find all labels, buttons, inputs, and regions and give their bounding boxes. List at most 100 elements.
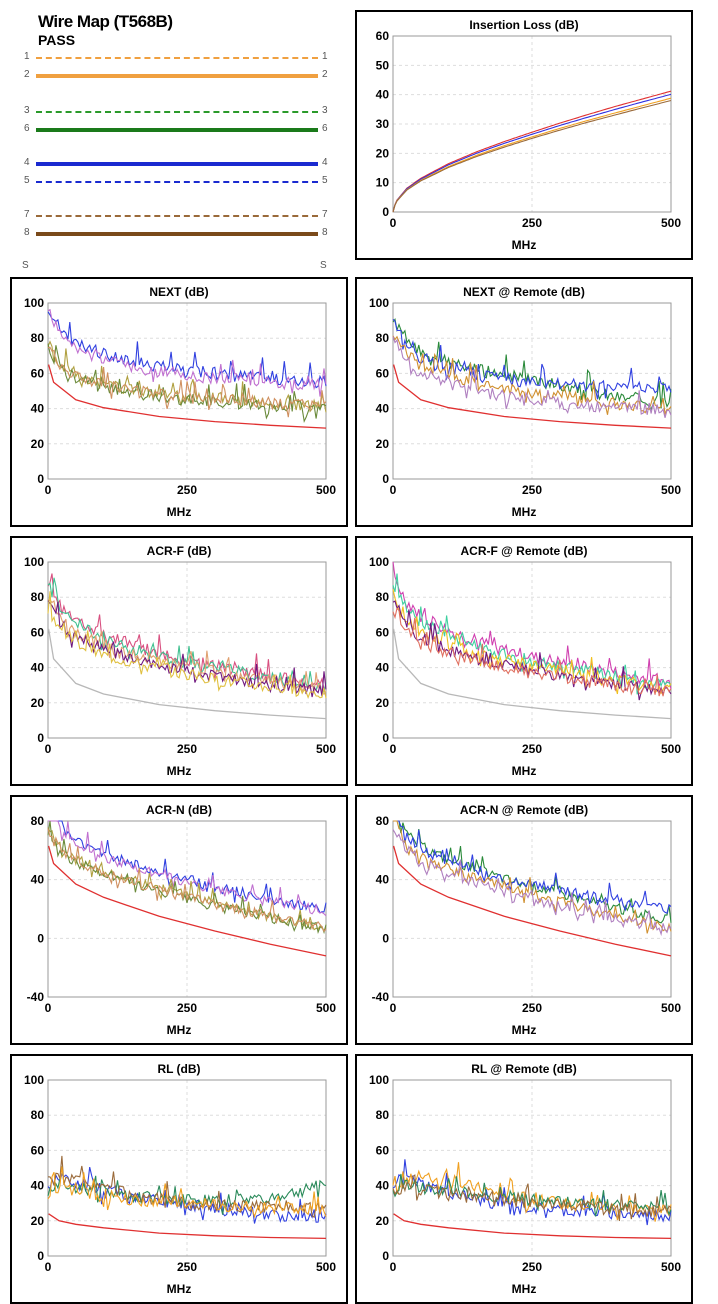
plot-area (47, 820, 327, 998)
chart-title: ACR-F @ Remote (dB) (460, 544, 588, 558)
series-line (47, 828, 327, 933)
chart-title: ACR-F (dB) (146, 544, 212, 558)
wire-pin-left: 8 (24, 227, 30, 238)
x-axis-label: MHz (166, 764, 192, 778)
series-line (392, 90, 672, 213)
y-tick-label: 100 (24, 555, 44, 569)
shield-label-left: S (22, 260, 29, 271)
y-tick-label: 0 (382, 472, 389, 486)
series-line (392, 336, 672, 418)
y-tick-label: 40 (31, 661, 45, 675)
wire-line (36, 181, 318, 183)
y-tick-label: 0 (37, 731, 44, 745)
y-tick-label: 20 (31, 1214, 45, 1228)
y-tick-label: 100 (369, 555, 389, 569)
series-line (392, 318, 672, 400)
y-tick-label: 10 (376, 176, 390, 190)
x-axis-label: MHz (511, 238, 537, 252)
y-tick-label: 50 (376, 58, 390, 72)
x-tick-label: 500 (316, 483, 336, 497)
series-line (392, 573, 672, 695)
x-tick-label: 0 (45, 1001, 52, 1015)
x-axis-label: MHz (166, 1282, 192, 1296)
y-tick-label: 80 (376, 1108, 390, 1122)
y-tick-label: 80 (376, 331, 390, 345)
wire-pin-left: 6 (24, 123, 30, 134)
chart-title: ACR-N @ Remote (dB) (459, 803, 589, 817)
x-tick-label: 500 (661, 1260, 681, 1274)
series-line (392, 99, 672, 213)
x-tick-label: 0 (390, 1001, 397, 1015)
limit-line (392, 364, 672, 429)
x-tick-label: 250 (177, 483, 197, 497)
x-tick-label: 500 (661, 1001, 681, 1015)
y-tick-label: 40 (31, 873, 45, 887)
y-tick-label: 20 (376, 437, 390, 451)
plot-area (47, 302, 327, 480)
series-line (48, 820, 327, 914)
x-axis-label: MHz (511, 1023, 537, 1037)
limit-line (47, 364, 327, 429)
y-tick-label: 40 (376, 661, 390, 675)
y-tick-label: 40 (31, 1179, 45, 1193)
x-axis-label: MHz (166, 1023, 192, 1037)
wire-pin-right: 6 (322, 123, 328, 134)
series-line (392, 97, 672, 213)
wire-pin-right: 1 (322, 51, 328, 62)
x-tick-label: 0 (390, 483, 397, 497)
series-line (47, 599, 327, 695)
y-tick-label: -40 (27, 990, 45, 1004)
chart-insertion-loss-svg: 0 250 500 0 10 20 30 40 50 60 (376, 29, 682, 230)
wire-line (36, 74, 318, 78)
plot-area (392, 820, 672, 998)
y-tick-label: 40 (376, 402, 390, 416)
x-tick-label: 0 (45, 483, 52, 497)
y-tick-label: 60 (31, 625, 45, 639)
y-tick-label: 20 (376, 146, 390, 160)
y-tick-label: 100 (24, 1073, 44, 1087)
chart-rl-remote: 0 250 500 0 20 40 60 80 100 RL @ Remote (dB) MHz (355, 1054, 693, 1304)
x-tick-label: 0 (390, 1260, 397, 1274)
series-line (392, 93, 672, 213)
wire-pin-left: 5 (24, 175, 30, 186)
x-tick-label: 250 (522, 216, 542, 230)
y-tick-label: 0 (382, 1249, 389, 1263)
wire-pin-left: 1 (24, 51, 30, 62)
chart-title: ACR-N (dB) (146, 803, 212, 817)
x-tick-label: 500 (661, 742, 681, 756)
x-tick-label: 0 (45, 742, 52, 756)
limit-line (47, 845, 327, 957)
chart-next-svg: 0 250 500 0 20 40 60 80 100 (24, 296, 336, 497)
series-line (47, 311, 327, 389)
wire-pin-right: 5 (322, 175, 328, 186)
chart-acrf-svg: 0 250 500 0 20 40 60 80 100 (24, 555, 336, 756)
y-tick-label: 80 (31, 1108, 45, 1122)
plot-area (47, 1079, 327, 1257)
x-axis-label: MHz (166, 505, 192, 519)
chart-rl-svg: 0 250 500 0 20 40 60 80 100 (24, 1073, 336, 1274)
wire-pin-right: 7 (322, 209, 328, 220)
y-tick-label: 20 (31, 437, 45, 451)
y-tick-label: 0 (382, 205, 389, 219)
x-tick-label: 500 (661, 216, 681, 230)
series-line (48, 820, 327, 917)
chart-acrf-remote-svg: 0 250 500 0 20 40 60 80 100 (369, 555, 681, 756)
y-tick-label: 20 (31, 696, 45, 710)
wire-line (36, 111, 318, 113)
y-tick-label: 60 (376, 29, 390, 43)
y-tick-label: 0 (37, 1249, 44, 1263)
x-axis-label: MHz (511, 1282, 537, 1296)
plot-area (392, 1079, 672, 1257)
y-tick-label: -40 (372, 990, 390, 1004)
wire-map: Wire Map (T568B) PASS 1 1 2 2 3 3 6 6 4 4 5 5 7 7 8 8 S… (12, 8, 342, 271)
chart-next-remote-svg: 0 250 500 0 20 40 60 80 100 (369, 296, 681, 497)
chart-rl: 0 250 500 0 20 40 60 80 100 RL (dB) MHz (10, 1054, 348, 1304)
wire-line (36, 162, 318, 166)
y-tick-label: 60 (376, 366, 390, 380)
x-tick-label: 250 (177, 1260, 197, 1274)
series-line (47, 343, 327, 423)
y-tick-label: 20 (376, 696, 390, 710)
x-tick-label: 250 (177, 742, 197, 756)
limit-line (392, 845, 672, 957)
